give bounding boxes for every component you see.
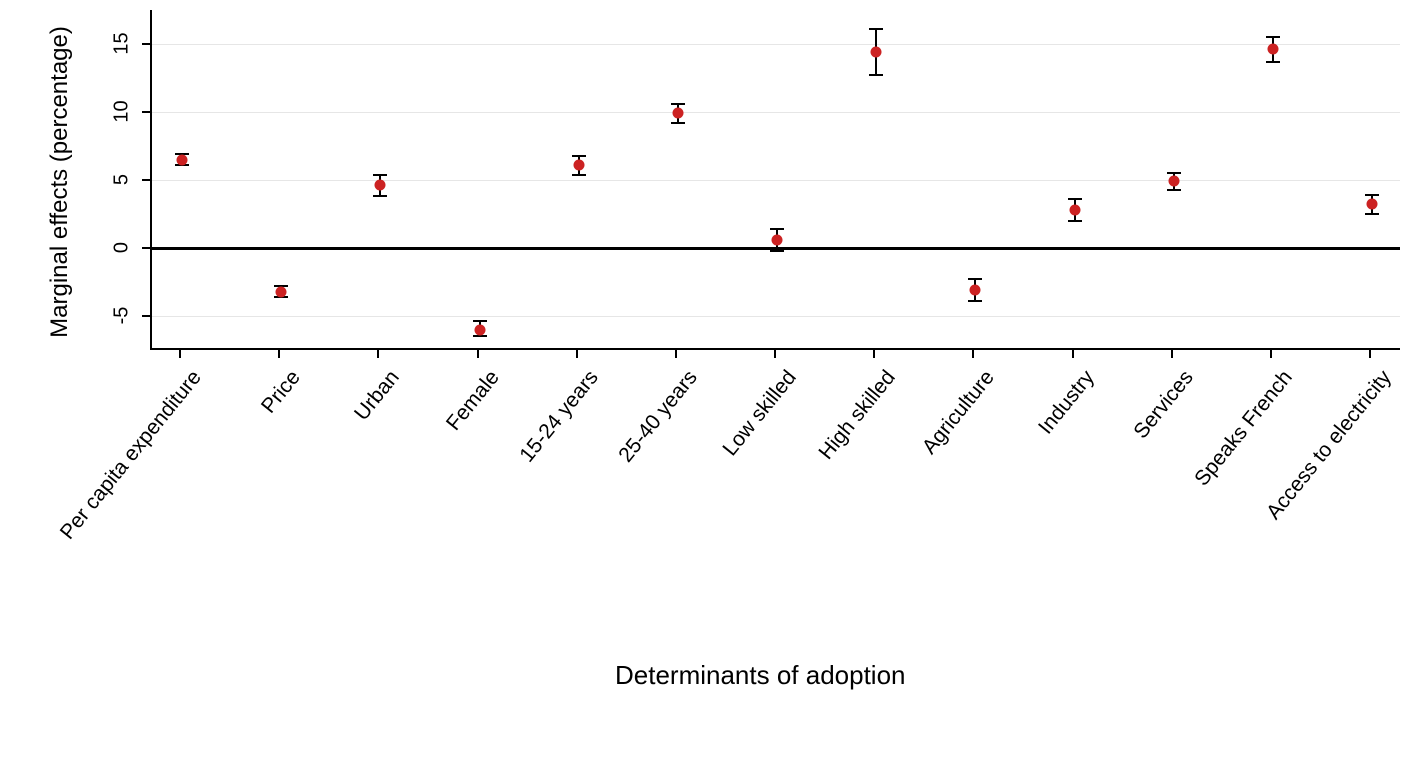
x-tick-label: Female: [297, 366, 504, 614]
x-tick-mark: [1270, 350, 1272, 358]
x-tick-mark: [278, 350, 280, 358]
x-tick-mark: [179, 350, 181, 358]
x-tick-label: Low skilled: [594, 366, 801, 614]
error-cap: [1266, 61, 1280, 63]
data-point: [772, 234, 783, 245]
y-tick-label: 0: [111, 228, 134, 268]
x-tick-label: Price: [98, 366, 305, 614]
y-tick-mark: [142, 247, 150, 249]
data-point: [1267, 44, 1278, 55]
plot-area: [150, 10, 1400, 350]
x-tick-label: Speaks French: [1090, 366, 1297, 614]
data-point: [177, 154, 188, 165]
y-tick-mark: [142, 111, 150, 113]
data-point: [276, 286, 287, 297]
error-cap: [770, 228, 784, 230]
data-point: [871, 47, 882, 58]
error-cap: [373, 174, 387, 176]
gridline: [152, 44, 1400, 45]
y-tick-label: 5: [111, 160, 134, 200]
x-tick-label: Services: [991, 366, 1198, 614]
x-tick-label: Industry: [892, 366, 1099, 614]
x-tick-label: Per capita expenditure: [0, 366, 207, 614]
error-cap: [671, 103, 685, 105]
error-cap: [473, 320, 487, 322]
x-tick-mark: [774, 350, 776, 358]
error-cap: [1068, 198, 1082, 200]
x-tick-mark: [873, 350, 875, 358]
x-tick-mark: [477, 350, 479, 358]
data-point: [672, 108, 683, 119]
data-point: [474, 324, 485, 335]
error-cap: [671, 122, 685, 124]
data-point: [1367, 199, 1378, 210]
error-cap: [473, 335, 487, 337]
error-cap: [572, 174, 586, 176]
data-point: [1168, 176, 1179, 187]
y-tick-label: 10: [111, 92, 134, 132]
x-tick-mark: [1072, 350, 1074, 358]
error-cap: [373, 195, 387, 197]
data-point: [375, 180, 386, 191]
x-tick-label: High skilled: [693, 366, 900, 614]
error-cap: [1266, 36, 1280, 38]
x-tick-label: Urban: [198, 366, 405, 614]
gridline: [152, 112, 1400, 113]
error-cap: [1365, 213, 1379, 215]
x-axis-title: Determinants of adoption: [615, 660, 906, 691]
error-cap: [1167, 172, 1181, 174]
y-tick-mark: [142, 179, 150, 181]
y-tick-mark: [142, 315, 150, 317]
error-cap: [869, 28, 883, 30]
data-point: [573, 160, 584, 171]
x-tick-label: 15-24 years: [396, 366, 603, 614]
x-tick-mark: [1171, 350, 1173, 358]
gridline: [152, 180, 1400, 181]
error-cap: [572, 155, 586, 157]
x-tick-mark: [576, 350, 578, 358]
x-tick-mark: [377, 350, 379, 358]
x-tick-label: Access to electricity: [1189, 366, 1396, 614]
y-axis-title: Marginal effects (percentage): [46, 22, 74, 342]
data-point: [970, 285, 981, 296]
error-cap: [968, 300, 982, 302]
error-cap: [1365, 194, 1379, 196]
error-cap: [1167, 189, 1181, 191]
data-point: [1069, 204, 1080, 215]
x-tick-mark: [675, 350, 677, 358]
x-tick-mark: [972, 350, 974, 358]
marginal-effects-chart: Marginal effects (percentage) Determinan…: [0, 0, 1417, 767]
x-tick-mark: [1369, 350, 1371, 358]
x-tick-label: Agriculture: [793, 366, 1000, 614]
error-cap: [1068, 220, 1082, 222]
error-cap: [770, 250, 784, 252]
x-tick-label: 25-40 years: [495, 366, 702, 614]
error-cap: [869, 74, 883, 76]
y-tick-label: -5: [111, 296, 134, 336]
y-tick-mark: [142, 43, 150, 45]
error-cap: [968, 278, 982, 280]
gridline: [152, 316, 1400, 317]
y-tick-label: 15: [111, 24, 134, 64]
